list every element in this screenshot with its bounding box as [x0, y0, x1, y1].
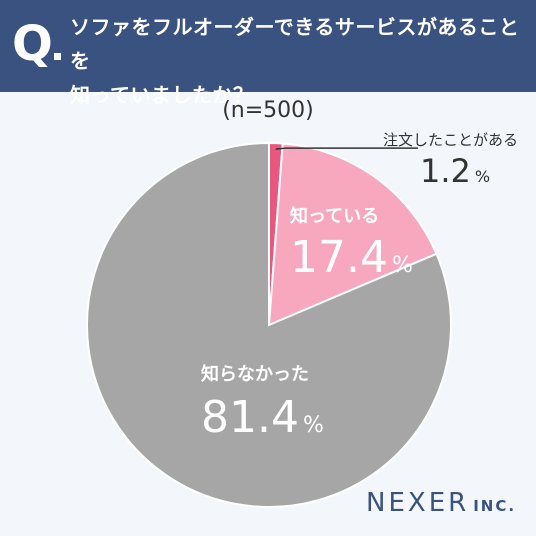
- question-line-1: ソファをフルオーダーできるサービスがあることを: [70, 15, 520, 73]
- label-know: 知っている: [290, 205, 379, 227]
- value-ordered: 1.2%: [420, 152, 490, 190]
- value-dont-know: 81.4%: [201, 392, 324, 443]
- brand-logo: NEXER INC.: [366, 488, 516, 518]
- brand-name: NEXER: [366, 488, 470, 518]
- question-text: ソファをフルオーダーできるサービスがあることを 知っていましたか？: [70, 10, 530, 112]
- label-ordered: 注文したことがある: [383, 131, 518, 149]
- slice-dont-know: [86, 141, 452, 508]
- callout-line: [275, 147, 418, 150]
- slice-know: [267, 142, 438, 327]
- sample-size-label: (n=500): [222, 98, 314, 123]
- value-know: 17.4%: [290, 232, 413, 283]
- q-mark: Q: [12, 16, 53, 72]
- label-dont-know: 知らなかった: [201, 363, 309, 385]
- brand-suffix: INC.: [473, 497, 517, 515]
- q-dot: [54, 53, 61, 60]
- question-line-2: 知っていましたか？: [70, 83, 254, 107]
- question-header: Q ソファをフルオーダーできるサービスがあることを 知っていましたか？: [0, 0, 536, 107]
